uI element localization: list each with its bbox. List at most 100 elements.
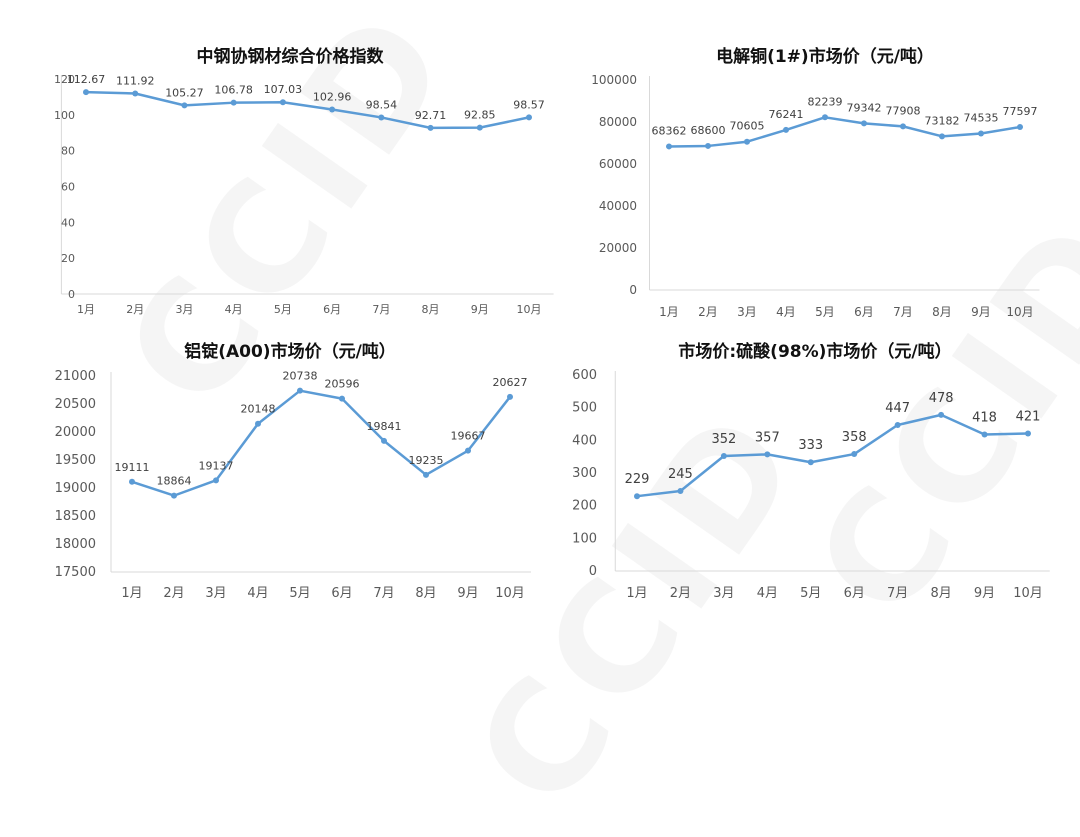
data-label: 421 xyxy=(1016,409,1041,424)
y-tick-label: 500 xyxy=(572,401,597,416)
y-tick-label: 200 xyxy=(572,499,597,514)
data-label: 102.96 xyxy=(313,91,352,104)
x-tick-label: 5月 xyxy=(289,586,310,601)
data-point xyxy=(634,493,640,500)
chart-plot: 0 100 200 300 400 500 600 1月 2月 3月 4月 5月 6月 7月 8月 9月 10月… xyxy=(572,368,1050,601)
y-tick-label: 18500 xyxy=(55,509,96,524)
x-tick-label: 6月 xyxy=(854,305,874,319)
data-label: 112.67 xyxy=(67,73,106,86)
series-line xyxy=(668,116,1021,148)
data-label: 20627 xyxy=(493,376,528,389)
data-point xyxy=(171,492,177,499)
y-tick-label: 600 xyxy=(572,368,597,383)
x-tick-label: 3月 xyxy=(737,305,757,319)
data-point xyxy=(939,133,945,140)
data-point xyxy=(381,437,387,444)
data-point xyxy=(83,89,89,96)
data-label: 107.03 xyxy=(264,83,303,96)
y-tick-label: 300 xyxy=(572,466,597,481)
y-tick-label: 20 xyxy=(61,252,75,265)
data-label: 447 xyxy=(885,401,910,416)
data-point xyxy=(938,411,945,418)
data-point xyxy=(1025,430,1031,437)
data-label: 229 xyxy=(625,472,650,487)
y-tick-label: 120 xyxy=(54,73,75,86)
x-tick-label: 1月 xyxy=(659,305,679,319)
data-label: 68362 xyxy=(652,124,687,137)
y-tick-label: 60000 xyxy=(599,157,637,171)
x-tick-label: 9月 xyxy=(471,303,489,316)
x-tick-label: 9月 xyxy=(971,305,991,319)
y-tick-label: 100 xyxy=(572,531,597,546)
x-tick-label: 5月 xyxy=(815,305,835,319)
data-point xyxy=(666,143,672,150)
data-point xyxy=(861,120,867,127)
chart-plot: 17500 18000 18500 19000 19500 20000 20500 21000… xyxy=(55,369,531,601)
x-tick-label: 1月 xyxy=(77,303,95,316)
chart-copper-price: 电解铜(1#)市场价（元/吨） 0 20000 40000 60000 80000 100… xyxy=(575,38,1075,328)
data-point xyxy=(981,431,988,438)
data-point xyxy=(297,387,303,394)
data-label: 418 xyxy=(972,410,997,425)
x-tick-label: 2月 xyxy=(126,303,144,316)
data-point xyxy=(822,114,828,121)
data-point xyxy=(894,421,901,428)
series-line xyxy=(131,389,511,497)
data-point xyxy=(978,130,984,137)
x-tick-label: 2月 xyxy=(163,586,184,601)
data-label: 82239 xyxy=(808,95,843,108)
data-point xyxy=(129,478,135,485)
data-point xyxy=(230,99,237,106)
chart-title: 铝锭(A00)市场价（元/吨） xyxy=(184,342,396,362)
data-label: 357 xyxy=(755,430,780,445)
y-tick-label: 19500 xyxy=(55,453,96,468)
data-label: 19111 xyxy=(115,461,150,474)
data-label: 19235 xyxy=(409,454,444,467)
x-tick-label: 6月 xyxy=(323,303,341,316)
y-tick-label: 20000 xyxy=(599,241,637,255)
data-point xyxy=(705,142,711,149)
y-tick-label: 20000 xyxy=(55,425,96,440)
y-tick-label: 21000 xyxy=(55,369,96,384)
x-tick-label: 5月 xyxy=(274,303,292,316)
data-point xyxy=(507,393,513,400)
chart-plot: 0 20000 40000 60000 80000 100000 1月 2月 3月 4月 5月 6月 7… xyxy=(591,73,1040,319)
x-tick-label: 9月 xyxy=(457,586,478,601)
chart-title: 中钢协钢材综合价格指数 xyxy=(196,47,384,67)
x-tick-label: 2月 xyxy=(698,305,718,319)
data-point xyxy=(744,138,750,145)
data-point xyxy=(279,99,286,106)
x-tick-label: 4月 xyxy=(757,586,778,601)
data-label: 478 xyxy=(929,391,954,406)
data-point xyxy=(423,471,429,478)
x-tick-label: 7月 xyxy=(893,305,913,319)
data-label: 19841 xyxy=(367,420,402,433)
chart-aluminium-price: 铝锭(A00)市场价（元/吨） 17500 18000 18500 19000 1950… xyxy=(40,333,540,622)
x-tick-label: 7月 xyxy=(372,303,390,316)
x-tick-label: 10月 xyxy=(1013,586,1043,601)
y-tick-label: 60 xyxy=(61,181,75,194)
y-tick-label: 18000 xyxy=(55,537,96,552)
data-point xyxy=(255,420,261,427)
series-line xyxy=(85,90,530,130)
x-tick-label: 8月 xyxy=(422,303,440,316)
x-tick-label: 10月 xyxy=(495,586,525,601)
data-label: 19137 xyxy=(199,459,234,472)
x-tick-label: 6月 xyxy=(331,586,352,601)
chart-title: 市场价:硫酸(98%)市场价（元/吨） xyxy=(678,342,952,362)
data-label: 20596 xyxy=(325,378,360,391)
x-tick-label: 4月 xyxy=(776,305,796,319)
data-label: 92.71 xyxy=(415,109,447,122)
y-tick-label: 400 xyxy=(572,433,597,448)
data-label: 19667 xyxy=(451,430,486,443)
data-label: 352 xyxy=(711,432,736,447)
data-label: 79342 xyxy=(847,101,882,114)
x-tick-label: 4月 xyxy=(225,303,243,316)
chart-sulfuric-acid-price: 市场价:硫酸(98%)市场价（元/吨） 0 100 200 300 400 500 600 1… xyxy=(555,333,1075,622)
data-point xyxy=(181,102,188,109)
x-tick-label: 1月 xyxy=(121,586,142,601)
data-label: 245 xyxy=(668,467,693,482)
y-tick-label: 20500 xyxy=(55,397,96,412)
data-label: 68600 xyxy=(691,124,726,137)
x-tick-label: 9月 xyxy=(974,586,995,601)
